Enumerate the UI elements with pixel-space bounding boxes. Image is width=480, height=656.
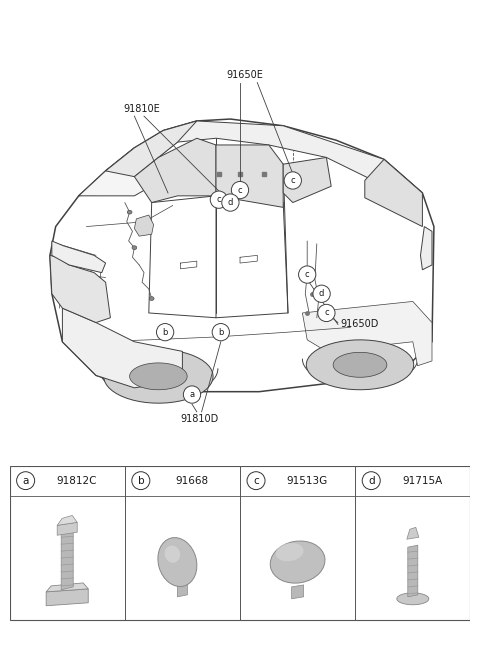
Polygon shape <box>134 215 154 236</box>
Ellipse shape <box>276 543 303 562</box>
Polygon shape <box>61 530 73 590</box>
Polygon shape <box>408 545 418 597</box>
Circle shape <box>313 285 330 302</box>
Circle shape <box>231 182 249 199</box>
Text: 91715A: 91715A <box>402 476 442 485</box>
Polygon shape <box>106 121 197 176</box>
Text: a: a <box>190 390 194 399</box>
Circle shape <box>156 323 174 341</box>
Text: a: a <box>23 476 29 485</box>
Polygon shape <box>62 308 182 388</box>
Ellipse shape <box>270 541 325 583</box>
Polygon shape <box>365 159 422 226</box>
Text: 91668: 91668 <box>175 476 208 485</box>
Circle shape <box>183 386 201 403</box>
Text: b: b <box>218 327 224 337</box>
Circle shape <box>284 172 301 189</box>
Polygon shape <box>57 516 77 525</box>
Circle shape <box>247 472 265 489</box>
Polygon shape <box>178 583 187 597</box>
Ellipse shape <box>158 538 197 586</box>
Polygon shape <box>333 352 387 377</box>
Text: b: b <box>162 327 168 337</box>
Circle shape <box>299 266 316 283</box>
Polygon shape <box>79 148 168 196</box>
Text: d: d <box>228 198 233 207</box>
Circle shape <box>132 472 150 489</box>
Text: c: c <box>324 308 329 318</box>
Bar <box>10 466 470 620</box>
Polygon shape <box>291 585 304 599</box>
Polygon shape <box>163 121 422 193</box>
Ellipse shape <box>127 210 132 214</box>
Text: c: c <box>238 186 242 195</box>
Polygon shape <box>46 589 88 605</box>
Text: d: d <box>368 476 374 485</box>
Text: b: b <box>137 476 144 485</box>
Polygon shape <box>46 583 88 592</box>
Polygon shape <box>134 138 216 203</box>
Text: c: c <box>290 176 295 185</box>
Text: c: c <box>305 270 310 279</box>
Polygon shape <box>130 363 187 390</box>
Polygon shape <box>283 157 331 203</box>
Circle shape <box>362 472 380 489</box>
Ellipse shape <box>132 246 137 249</box>
Text: 91650D: 91650D <box>341 319 379 329</box>
Polygon shape <box>420 226 432 270</box>
Circle shape <box>222 194 239 211</box>
Text: 91513G: 91513G <box>286 476 327 485</box>
Text: c: c <box>253 476 259 485</box>
Text: c: c <box>216 195 221 204</box>
Circle shape <box>212 323 229 341</box>
Text: 91812C: 91812C <box>56 476 96 485</box>
Polygon shape <box>50 119 434 392</box>
Polygon shape <box>104 350 213 403</box>
Polygon shape <box>216 145 283 207</box>
Polygon shape <box>57 522 77 535</box>
Polygon shape <box>397 593 429 605</box>
Circle shape <box>210 191 228 209</box>
Polygon shape <box>52 241 106 273</box>
Polygon shape <box>306 340 414 390</box>
Polygon shape <box>302 302 432 366</box>
Text: 91810D: 91810D <box>180 413 219 424</box>
Ellipse shape <box>149 297 154 300</box>
Circle shape <box>318 304 335 321</box>
Text: 91650E: 91650E <box>227 70 263 80</box>
Text: 91810E: 91810E <box>124 104 160 114</box>
Ellipse shape <box>165 546 180 563</box>
Circle shape <box>17 472 35 489</box>
Polygon shape <box>50 255 110 323</box>
Text: d: d <box>319 289 324 298</box>
Polygon shape <box>407 527 419 539</box>
